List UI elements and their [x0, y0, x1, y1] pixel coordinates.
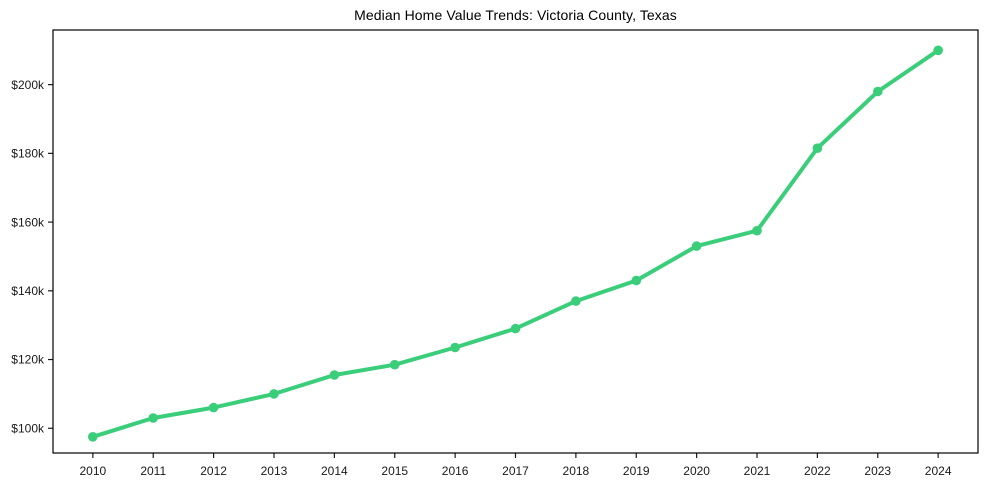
y-axis-tick-label: $160k [11, 215, 45, 229]
trend-line [90, 48, 941, 439]
data-point-2013 [269, 389, 279, 399]
data-point-2014 [329, 370, 340, 380]
x-axis-tick-label: 2015 [381, 464, 408, 478]
chart-title: Median Home Value Trends: Victoria Count… [354, 7, 677, 23]
x-axis-tick-label: 2017 [502, 464, 529, 478]
data-point-2012 [208, 402, 219, 413]
x-axis-tick-label: 2023 [864, 464, 891, 478]
x-axis-tick-label: 2024 [925, 464, 952, 478]
data-point-2018 [571, 296, 581, 306]
data-point-2022 [812, 143, 823, 153]
data-point-2017 [510, 323, 521, 334]
x-axis-tick-label: 2014 [321, 464, 348, 478]
data-point-2011 [148, 413, 158, 423]
data-point-2015 [389, 359, 400, 370]
data-point-2016 [450, 342, 460, 353]
x-axis-tick-label: 2020 [683, 464, 710, 478]
data-point-2020 [691, 241, 702, 251]
x-axis-tick-label: 2022 [804, 464, 831, 478]
data-point-2024 [933, 45, 943, 56]
data-point-2019 [631, 275, 642, 286]
x-axis-tick-label: 2019 [623, 464, 650, 478]
data-point-2010 [88, 432, 98, 442]
x-axis-tick-label: 2013 [261, 464, 288, 478]
y-axis-tick-label: $200k [11, 78, 45, 92]
x-axis-tick-label: 2012 [200, 464, 227, 478]
x-axis-tick-label: 2010 [79, 464, 106, 478]
y-axis-tick-label: $140k [11, 284, 45, 298]
x-axis-tick-label: 2021 [744, 464, 771, 478]
y-axis-tick-label: $180k [11, 147, 45, 161]
y-axis-tick-label: $100k [11, 421, 45, 435]
x-axis-tick-label: 2011 [140, 464, 166, 478]
x-axis-tick-label: 2016 [442, 464, 469, 478]
plot-frame [52, 29, 979, 454]
data-point-2023 [873, 86, 883, 97]
y-axis-tick-label: $120k [11, 353, 45, 367]
data-point-2021 [752, 225, 762, 236]
x-axis-tick-label: 2018 [563, 464, 590, 478]
